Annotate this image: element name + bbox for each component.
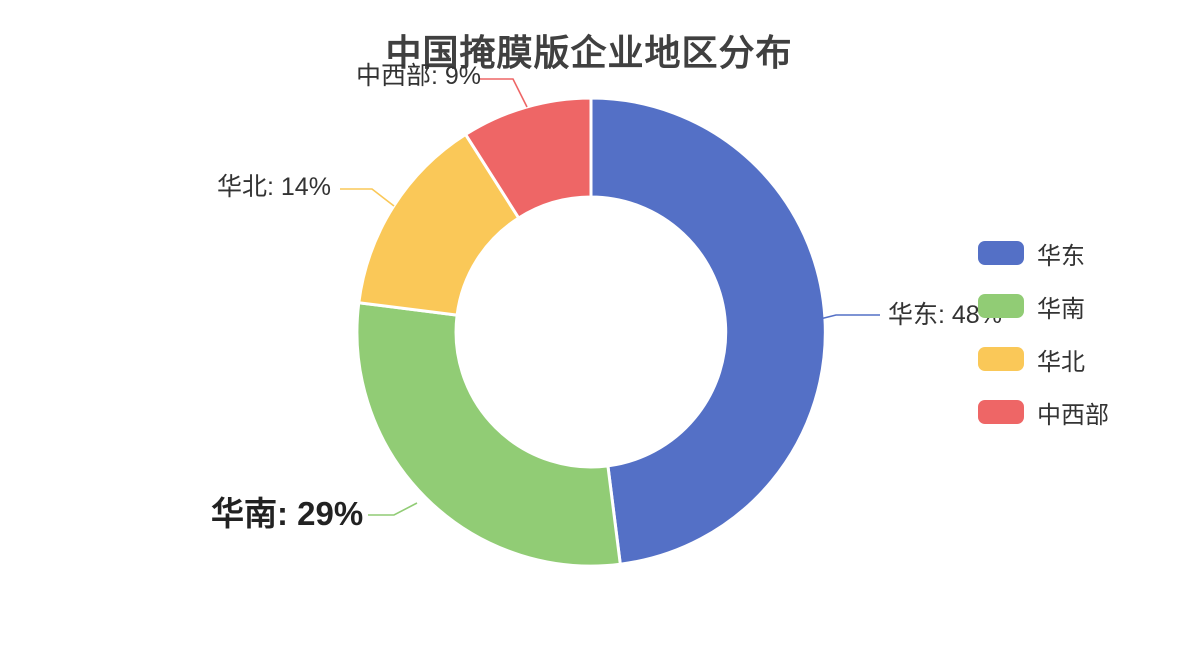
- legend-label-north: 华北: [1037, 348, 1085, 376]
- legend-item-south[interactable]: 华南: [978, 294, 1109, 323]
- slice-label-north: 华北: 14%: [217, 173, 331, 201]
- pie-slice-华东[interactable]: [589, 96, 827, 566]
- pie-slice-华南[interactable]: [355, 301, 622, 568]
- leader-line-east: [819, 314, 880, 320]
- legend-label-south: 华南: [1037, 295, 1085, 323]
- legend-item-east[interactable]: 华东: [978, 241, 1109, 270]
- donut-slices: [355, 96, 827, 568]
- slice-label-midwest: 中西部: 9%: [356, 62, 482, 90]
- leader-lines: [340, 78, 880, 516]
- leader-line-north: [340, 188, 395, 207]
- legend-swatch-midwest[interactable]: [978, 400, 1024, 424]
- slice-label-south: 华南: 29%: [211, 495, 364, 532]
- chart-title: 中国掩膜版企业地区分布: [385, 32, 793, 73]
- legend-swatch-east[interactable]: [978, 241, 1024, 265]
- legend-swatch-north[interactable]: [978, 347, 1024, 371]
- legend: 华东 华南 华北 中西部: [978, 241, 1109, 453]
- legend-label-midwest: 中西部: [1037, 401, 1109, 429]
- legend-item-north[interactable]: 华北: [978, 347, 1109, 376]
- pie-slice-中西部[interactable]: [464, 96, 593, 220]
- legend-item-midwest[interactable]: 中西部: [978, 400, 1109, 429]
- leader-line-south: [368, 502, 418, 516]
- legend-label-east: 华东: [1037, 242, 1085, 270]
- leader-line-midwest: [480, 78, 528, 108]
- legend-swatch-south[interactable]: [978, 294, 1024, 318]
